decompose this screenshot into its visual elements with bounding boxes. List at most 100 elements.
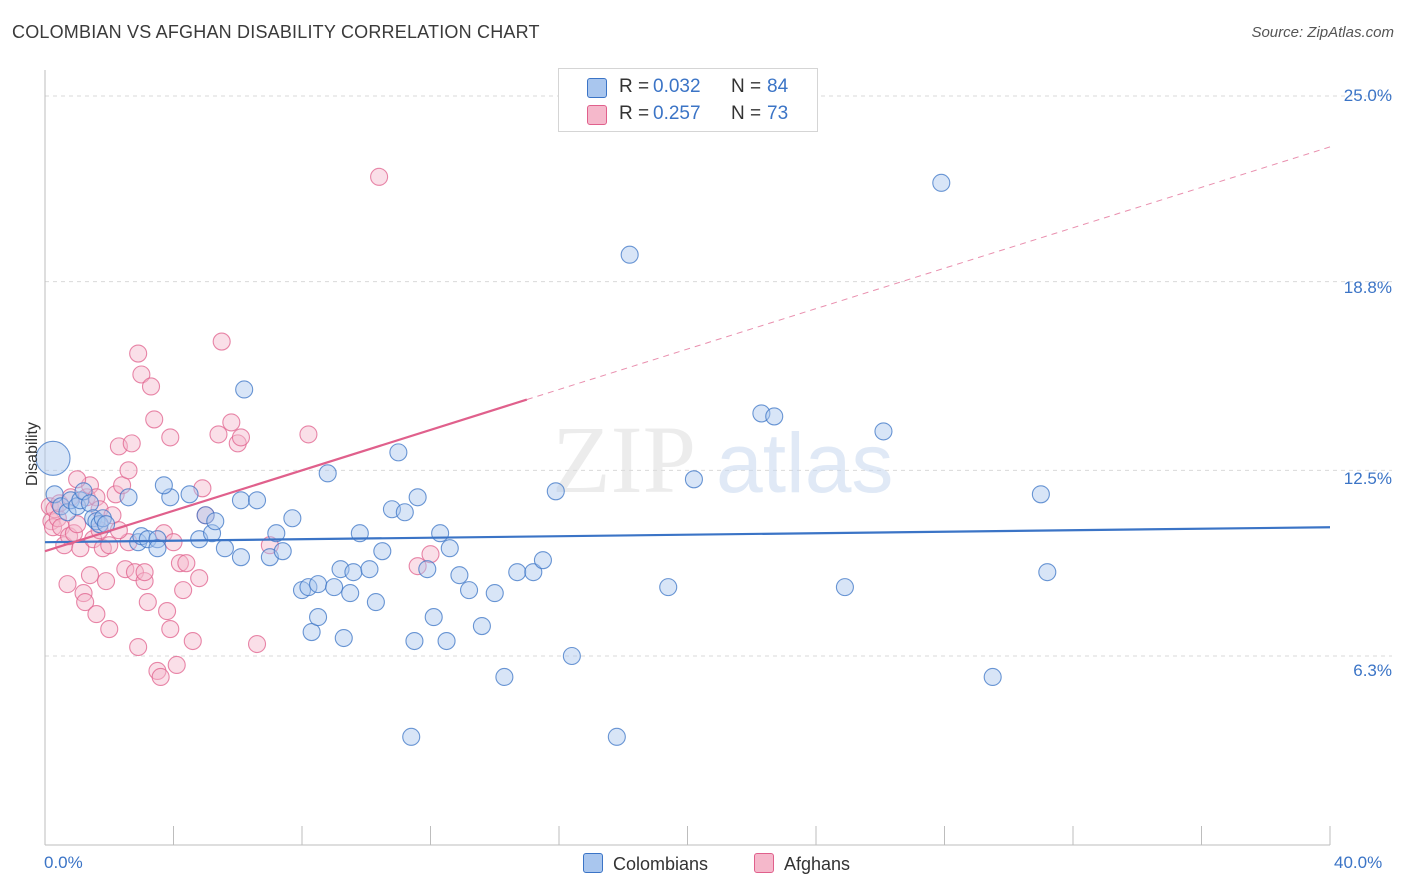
pink-swatch-icon	[587, 105, 607, 125]
blue-square-icon	[583, 853, 603, 873]
afghans-point	[135, 563, 154, 582]
colombians-point	[450, 566, 469, 585]
legend-r-label: R =	[619, 103, 650, 124]
colombians-point	[620, 245, 639, 264]
colombians-point	[546, 482, 565, 501]
afghans-point	[141, 377, 161, 396]
colombians-point	[334, 628, 353, 648]
colombians-point	[196, 506, 215, 525]
colombians-point	[405, 631, 424, 651]
colombians-point	[607, 727, 626, 746]
colombians-trend-line	[44, 526, 1331, 544]
colombians-point	[373, 542, 392, 561]
colombians-point	[389, 443, 408, 462]
afghans-point	[222, 413, 241, 432]
colombians-point	[283, 509, 302, 528]
afghans-point	[151, 667, 170, 687]
watermark: ZIP atlas	[552, 406, 893, 513]
afghans-point	[129, 637, 148, 657]
colombians-point	[325, 578, 344, 597]
blue-swatch-icon	[587, 78, 607, 98]
colombians-point	[437, 631, 456, 651]
colombians-point	[309, 575, 328, 594]
colombians-point	[395, 503, 414, 522]
legend-n-label: N =	[731, 103, 762, 124]
colombians-point	[459, 581, 479, 600]
afghans-point	[119, 461, 138, 480]
afghans-point	[138, 593, 157, 612]
afghans-point	[58, 575, 77, 594]
afghans-point	[145, 410, 164, 429]
afghans-point	[132, 365, 151, 384]
afghans-point	[370, 167, 389, 186]
colombians-point	[360, 560, 379, 579]
afghans-point	[100, 619, 119, 639]
colombians-points	[35, 173, 1057, 746]
colombians-point	[562, 646, 581, 666]
colombians-point	[366, 593, 385, 612]
colombians-point	[203, 524, 222, 543]
legend-n-value: 73	[767, 103, 789, 124]
afghans-point	[421, 545, 440, 564]
colombians-point	[344, 563, 363, 582]
afghans-point	[231, 428, 251, 447]
afghans-point	[164, 533, 183, 552]
legend-n-label: N =	[731, 76, 762, 97]
colombians-point	[154, 476, 173, 495]
afghans-point	[129, 344, 148, 363]
colombians-point	[273, 542, 292, 561]
colombians-point	[1038, 563, 1057, 582]
colombians-point	[408, 488, 427, 507]
legend-label-colombians: Colombians	[613, 854, 709, 874]
y-tick-label-6-3: 6.3%	[1353, 661, 1392, 680]
afghans-point	[100, 536, 119, 555]
y-tick-label-12-5: 12.5%	[1343, 469, 1392, 488]
colombians-point	[765, 407, 784, 426]
legend-r-value: 0.032	[653, 76, 701, 97]
colombians-point	[835, 578, 854, 597]
pink-square-icon	[754, 853, 774, 873]
colombians-point	[247, 491, 267, 510]
afghans-point	[80, 566, 100, 585]
bottom-legend-colombians: Colombians	[583, 853, 708, 875]
colombians-point	[267, 524, 286, 543]
colombians-point	[80, 494, 100, 513]
colombians-point	[318, 464, 337, 483]
colombians-point	[1031, 485, 1050, 504]
chart-title: COLOMBIAN VS AFGHAN DISABILITY CORRELATI…	[12, 22, 540, 42]
afghans-point	[158, 602, 177, 621]
legend-label-afghans: Afghans	[784, 854, 851, 874]
x-tick-label-max: 40.0%	[1334, 853, 1383, 872]
y-axis-title: Disability	[24, 422, 41, 487]
afghans-point	[247, 634, 267, 654]
correlation-legend: R = 0.032 N = 84 R = 0.257 N = 73	[558, 68, 818, 132]
colombians-point	[231, 548, 251, 567]
afghans-point	[96, 572, 116, 591]
colombians-point	[35, 440, 71, 476]
colombians-point	[235, 380, 254, 399]
watermark-zip: ZIP	[552, 406, 696, 513]
legend-row-colombians: R = 0.032 N = 84	[559, 75, 817, 101]
trend-lines	[44, 146, 1331, 553]
colombians-point	[983, 667, 1002, 687]
colombians-point	[495, 667, 514, 687]
y-tick-label-25: 25.0%	[1343, 86, 1392, 105]
colombians-point	[508, 563, 527, 582]
afghans-point	[68, 515, 87, 534]
afghans-point	[170, 554, 189, 573]
afghans-trend-extension	[526, 146, 1331, 401]
legend-row-afghans: R = 0.257 N = 73	[559, 102, 817, 128]
colombians-point	[302, 622, 321, 642]
colombians-point	[119, 488, 138, 507]
afghans-point	[87, 605, 106, 624]
afghans-point	[74, 584, 93, 603]
afghans-point	[177, 554, 196, 573]
colombians-point	[431, 524, 450, 543]
colombians-point	[148, 539, 167, 558]
colombians-point	[472, 617, 491, 636]
afghans-point	[212, 332, 231, 351]
colombians-point	[58, 503, 77, 522]
bottom-legend-afghans: Afghans	[754, 853, 850, 875]
gridlines	[45, 95, 1392, 657]
legend-n-value: 84	[767, 76, 789, 97]
